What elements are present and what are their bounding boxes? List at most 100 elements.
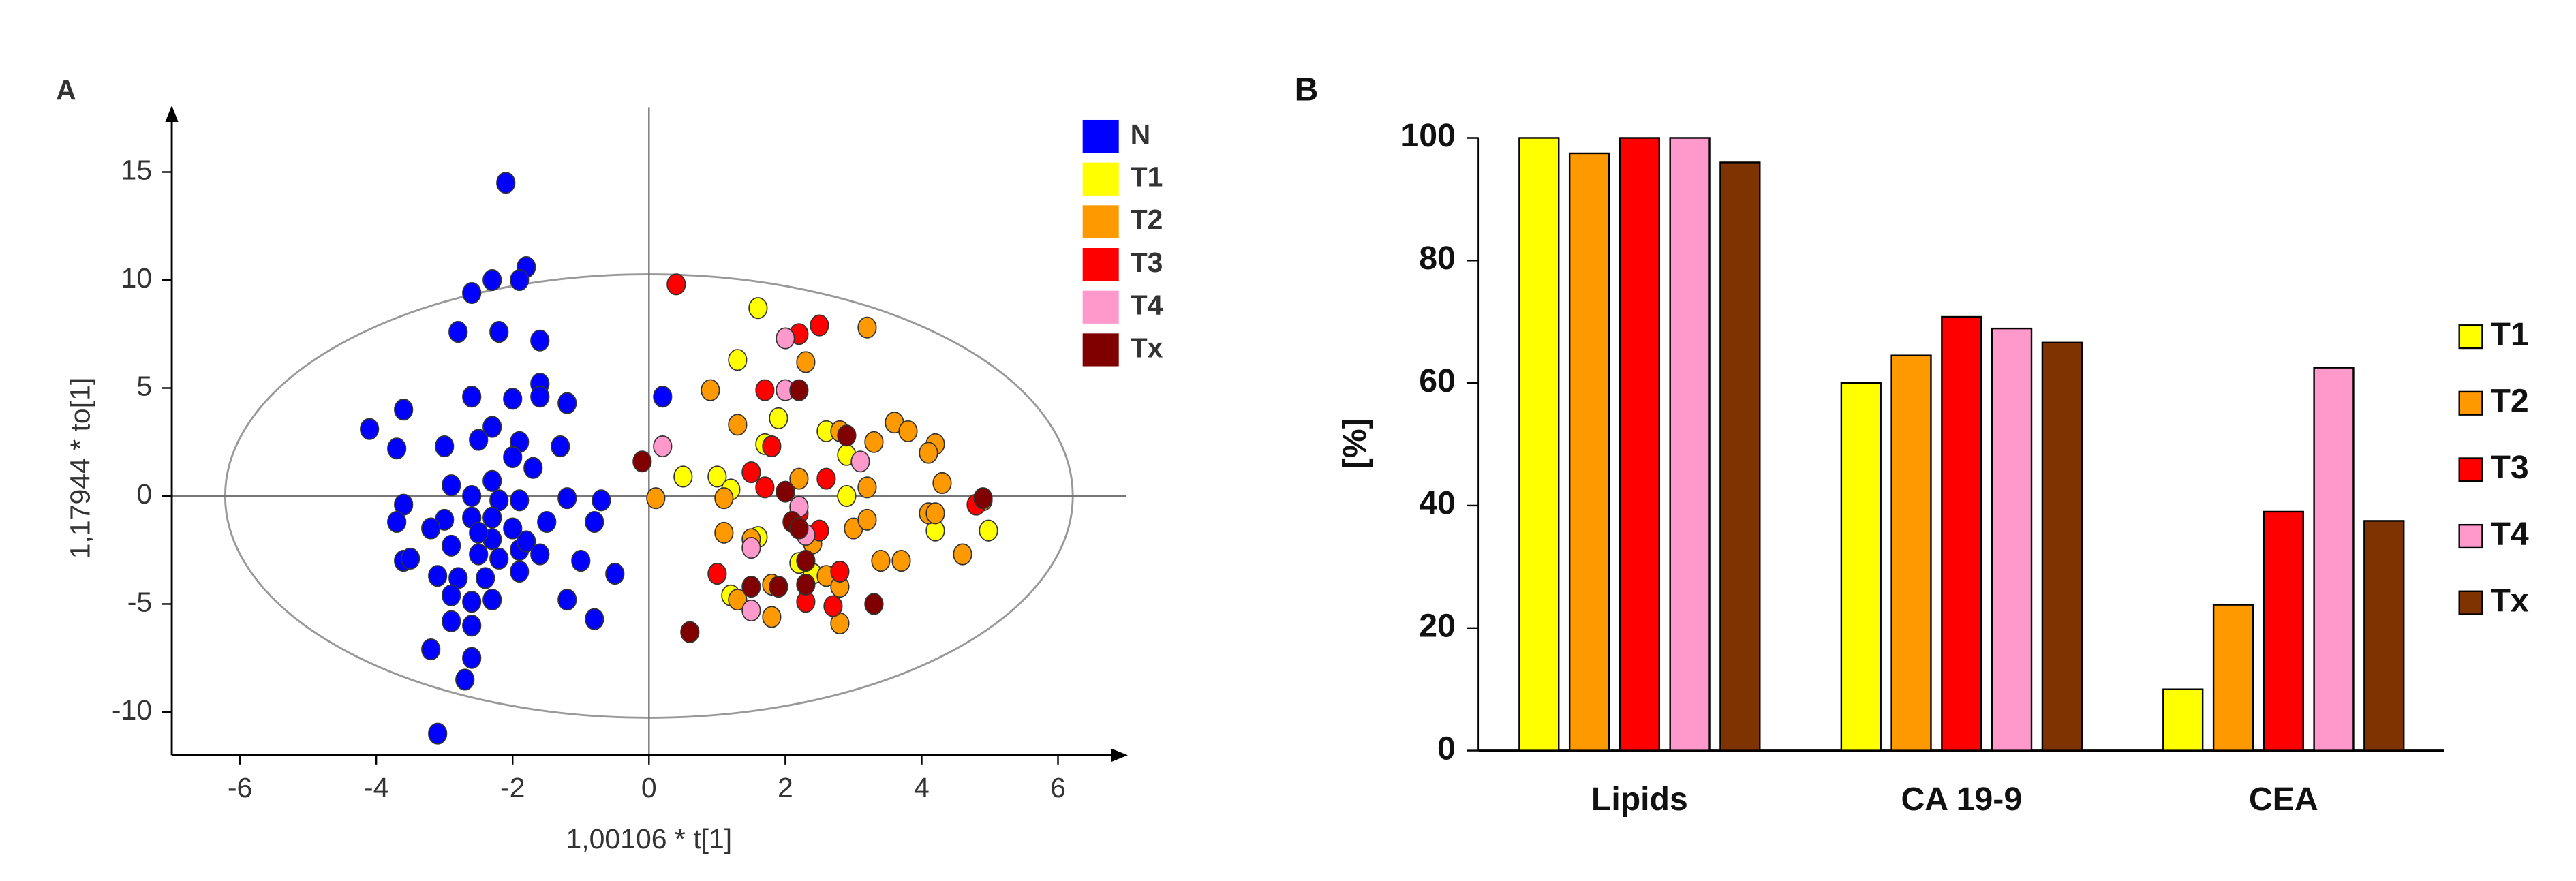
point	[762, 606, 782, 628]
point	[755, 379, 775, 401]
legend-label: N	[1131, 119, 1151, 150]
point	[857, 316, 877, 339]
point	[530, 329, 550, 352]
y-tick-label: -5	[127, 586, 152, 617]
bar	[1518, 137, 1560, 752]
point	[680, 621, 700, 643]
point	[728, 349, 748, 371]
legend-label: T2	[1131, 204, 1163, 235]
point	[592, 489, 611, 512]
point	[953, 543, 972, 566]
y-tick-label: 0	[1437, 730, 1456, 767]
point	[469, 543, 489, 566]
legend-swatch	[1082, 162, 1119, 196]
legend-swatch	[1082, 205, 1119, 238]
point	[714, 487, 734, 510]
legend-swatch	[2458, 523, 2483, 549]
scatter-panel: A 1,00106 * t[1] 1,17944 * to[1] -6 -4 -2 0…	[56, 74, 1163, 854]
point	[789, 517, 809, 540]
point	[973, 487, 993, 510]
panel-label: A	[56, 74, 76, 106]
point	[557, 392, 577, 414]
point	[530, 543, 550, 566]
legend-swatch	[1082, 290, 1119, 324]
point	[714, 521, 734, 544]
point	[823, 595, 843, 617]
legend-label: T1	[1131, 161, 1163, 193]
point	[932, 472, 952, 494]
bar	[2041, 341, 2083, 752]
point	[632, 450, 652, 473]
legend-swatch	[2458, 457, 2483, 482]
point	[482, 506, 502, 529]
point	[551, 435, 570, 458]
point	[462, 386, 482, 408]
point	[796, 573, 816, 596]
bar	[2162, 688, 2204, 752]
point	[394, 399, 414, 421]
point	[653, 386, 673, 408]
y-tick-label: 10	[121, 262, 153, 294]
bar-panel: B [%] 0 20 40 60 80 100 Lipids CA 19-9 CEA T1 T2 T3…	[1295, 72, 2529, 818]
legend-swatch	[1082, 333, 1119, 367]
point	[741, 461, 761, 484]
legend-swatch	[1082, 119, 1119, 153]
legend-label: T4	[1131, 290, 1163, 321]
point	[776, 327, 795, 350]
point	[537, 510, 557, 534]
x-tick-label: CA 19-9	[1901, 781, 2022, 818]
point	[898, 420, 918, 442]
x-tick-label: -2	[500, 772, 525, 803]
bar	[1619, 137, 1660, 752]
legend-label: Tx	[1131, 332, 1163, 363]
legend-swatch	[2458, 590, 2483, 615]
point	[741, 537, 761, 559]
point	[421, 517, 441, 540]
point	[871, 550, 891, 572]
bar	[1719, 161, 1761, 752]
point	[646, 487, 666, 510]
y-tick-label: 100	[1400, 117, 1455, 154]
point	[810, 314, 829, 337]
point	[482, 416, 502, 438]
point	[442, 610, 461, 632]
point	[776, 480, 795, 503]
bar	[2363, 520, 2405, 752]
point	[482, 589, 502, 611]
point	[728, 414, 748, 436]
y-axis-label: 1,17944 * to[1]	[65, 377, 96, 559]
point	[517, 530, 536, 553]
point	[510, 268, 530, 292]
point	[571, 550, 591, 572]
x-tick-label: CEA	[2249, 781, 2318, 818]
x-tick-label: 6	[1050, 772, 1066, 803]
point	[891, 550, 911, 572]
point	[789, 379, 809, 401]
point	[462, 591, 482, 613]
point	[428, 722, 448, 745]
bar	[1568, 152, 1610, 752]
point	[585, 510, 604, 534]
point	[605, 563, 625, 585]
point	[837, 424, 857, 447]
point	[428, 565, 448, 587]
point	[387, 510, 407, 534]
point	[919, 442, 938, 464]
point	[557, 589, 577, 611]
point	[455, 668, 475, 691]
point	[762, 435, 782, 458]
point	[741, 576, 761, 598]
bar	[2263, 510, 2304, 752]
y-tick-label: 40	[1419, 485, 1456, 522]
y-tick-label: 80	[1419, 240, 1456, 277]
bar	[1669, 137, 1711, 752]
legend-label: Tx	[2490, 582, 2528, 619]
point	[421, 638, 441, 661]
x-tick-label: -6	[228, 772, 252, 803]
point	[510, 489, 530, 512]
point	[796, 351, 816, 373]
point	[523, 457, 543, 479]
point	[701, 379, 720, 401]
point	[448, 321, 468, 343]
x-tick-label: -4	[364, 772, 388, 803]
